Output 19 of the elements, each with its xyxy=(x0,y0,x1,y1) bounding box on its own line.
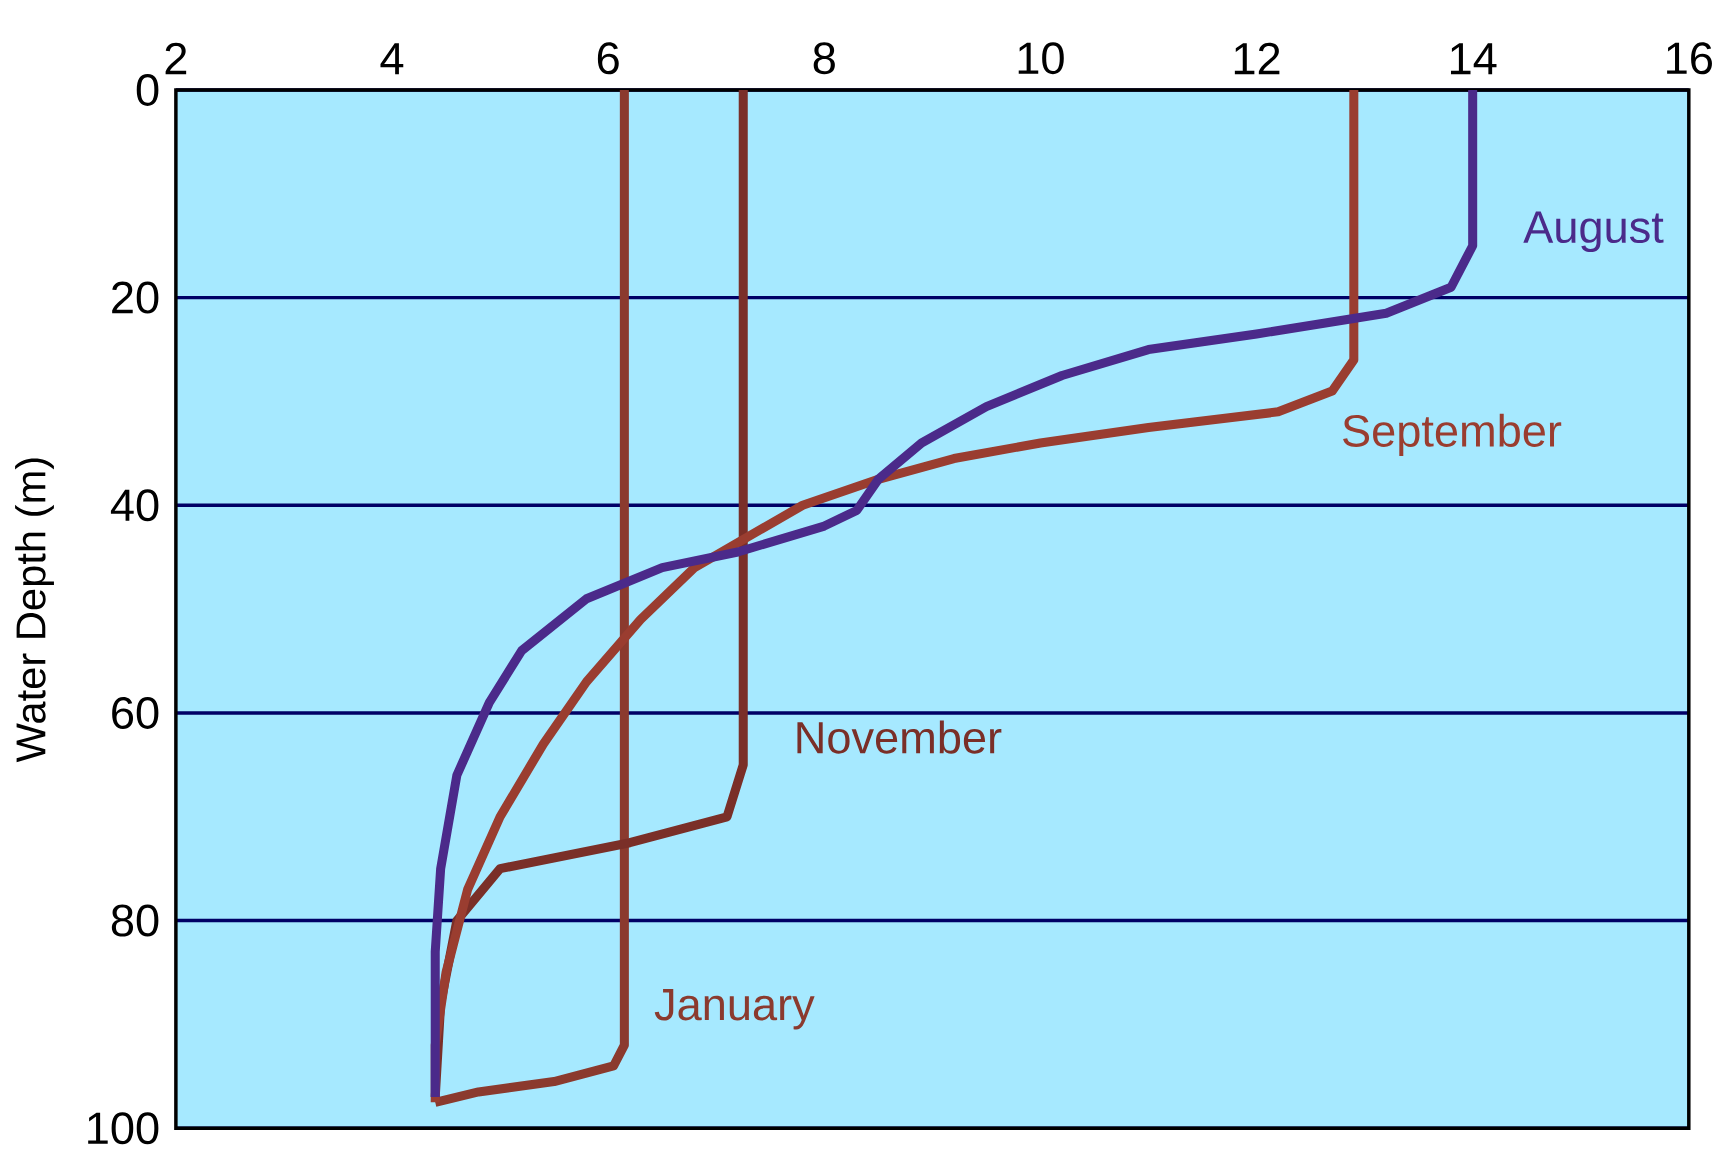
x-tick-label: 4 xyxy=(380,43,404,75)
x-tick-label: 8 xyxy=(813,42,835,75)
x-tick-label: 16 xyxy=(1667,42,1712,75)
y-tick-label: 40 xyxy=(110,489,159,522)
x-tick-label: 6 xyxy=(597,42,619,75)
series-label: September xyxy=(1343,413,1562,456)
y-tick-label: 60 xyxy=(112,696,159,729)
y-tick-label: 0 xyxy=(136,73,159,106)
x-tick-label: 14 xyxy=(1450,43,1497,75)
y-axis-title: Water Depth (m) xyxy=(15,458,54,763)
y-tick-label: 80 xyxy=(111,904,159,937)
y-tick-label: 100 xyxy=(88,1112,159,1145)
series-label: November xyxy=(797,720,1002,754)
x-tick-label: 10 xyxy=(1018,42,1064,75)
series-label: August xyxy=(1523,211,1664,252)
series-label: January xyxy=(654,988,815,1030)
y-tick-label: 20 xyxy=(112,281,159,314)
x-tick-label: 2 xyxy=(165,42,187,75)
x-tick-label: 12 xyxy=(1234,42,1280,75)
